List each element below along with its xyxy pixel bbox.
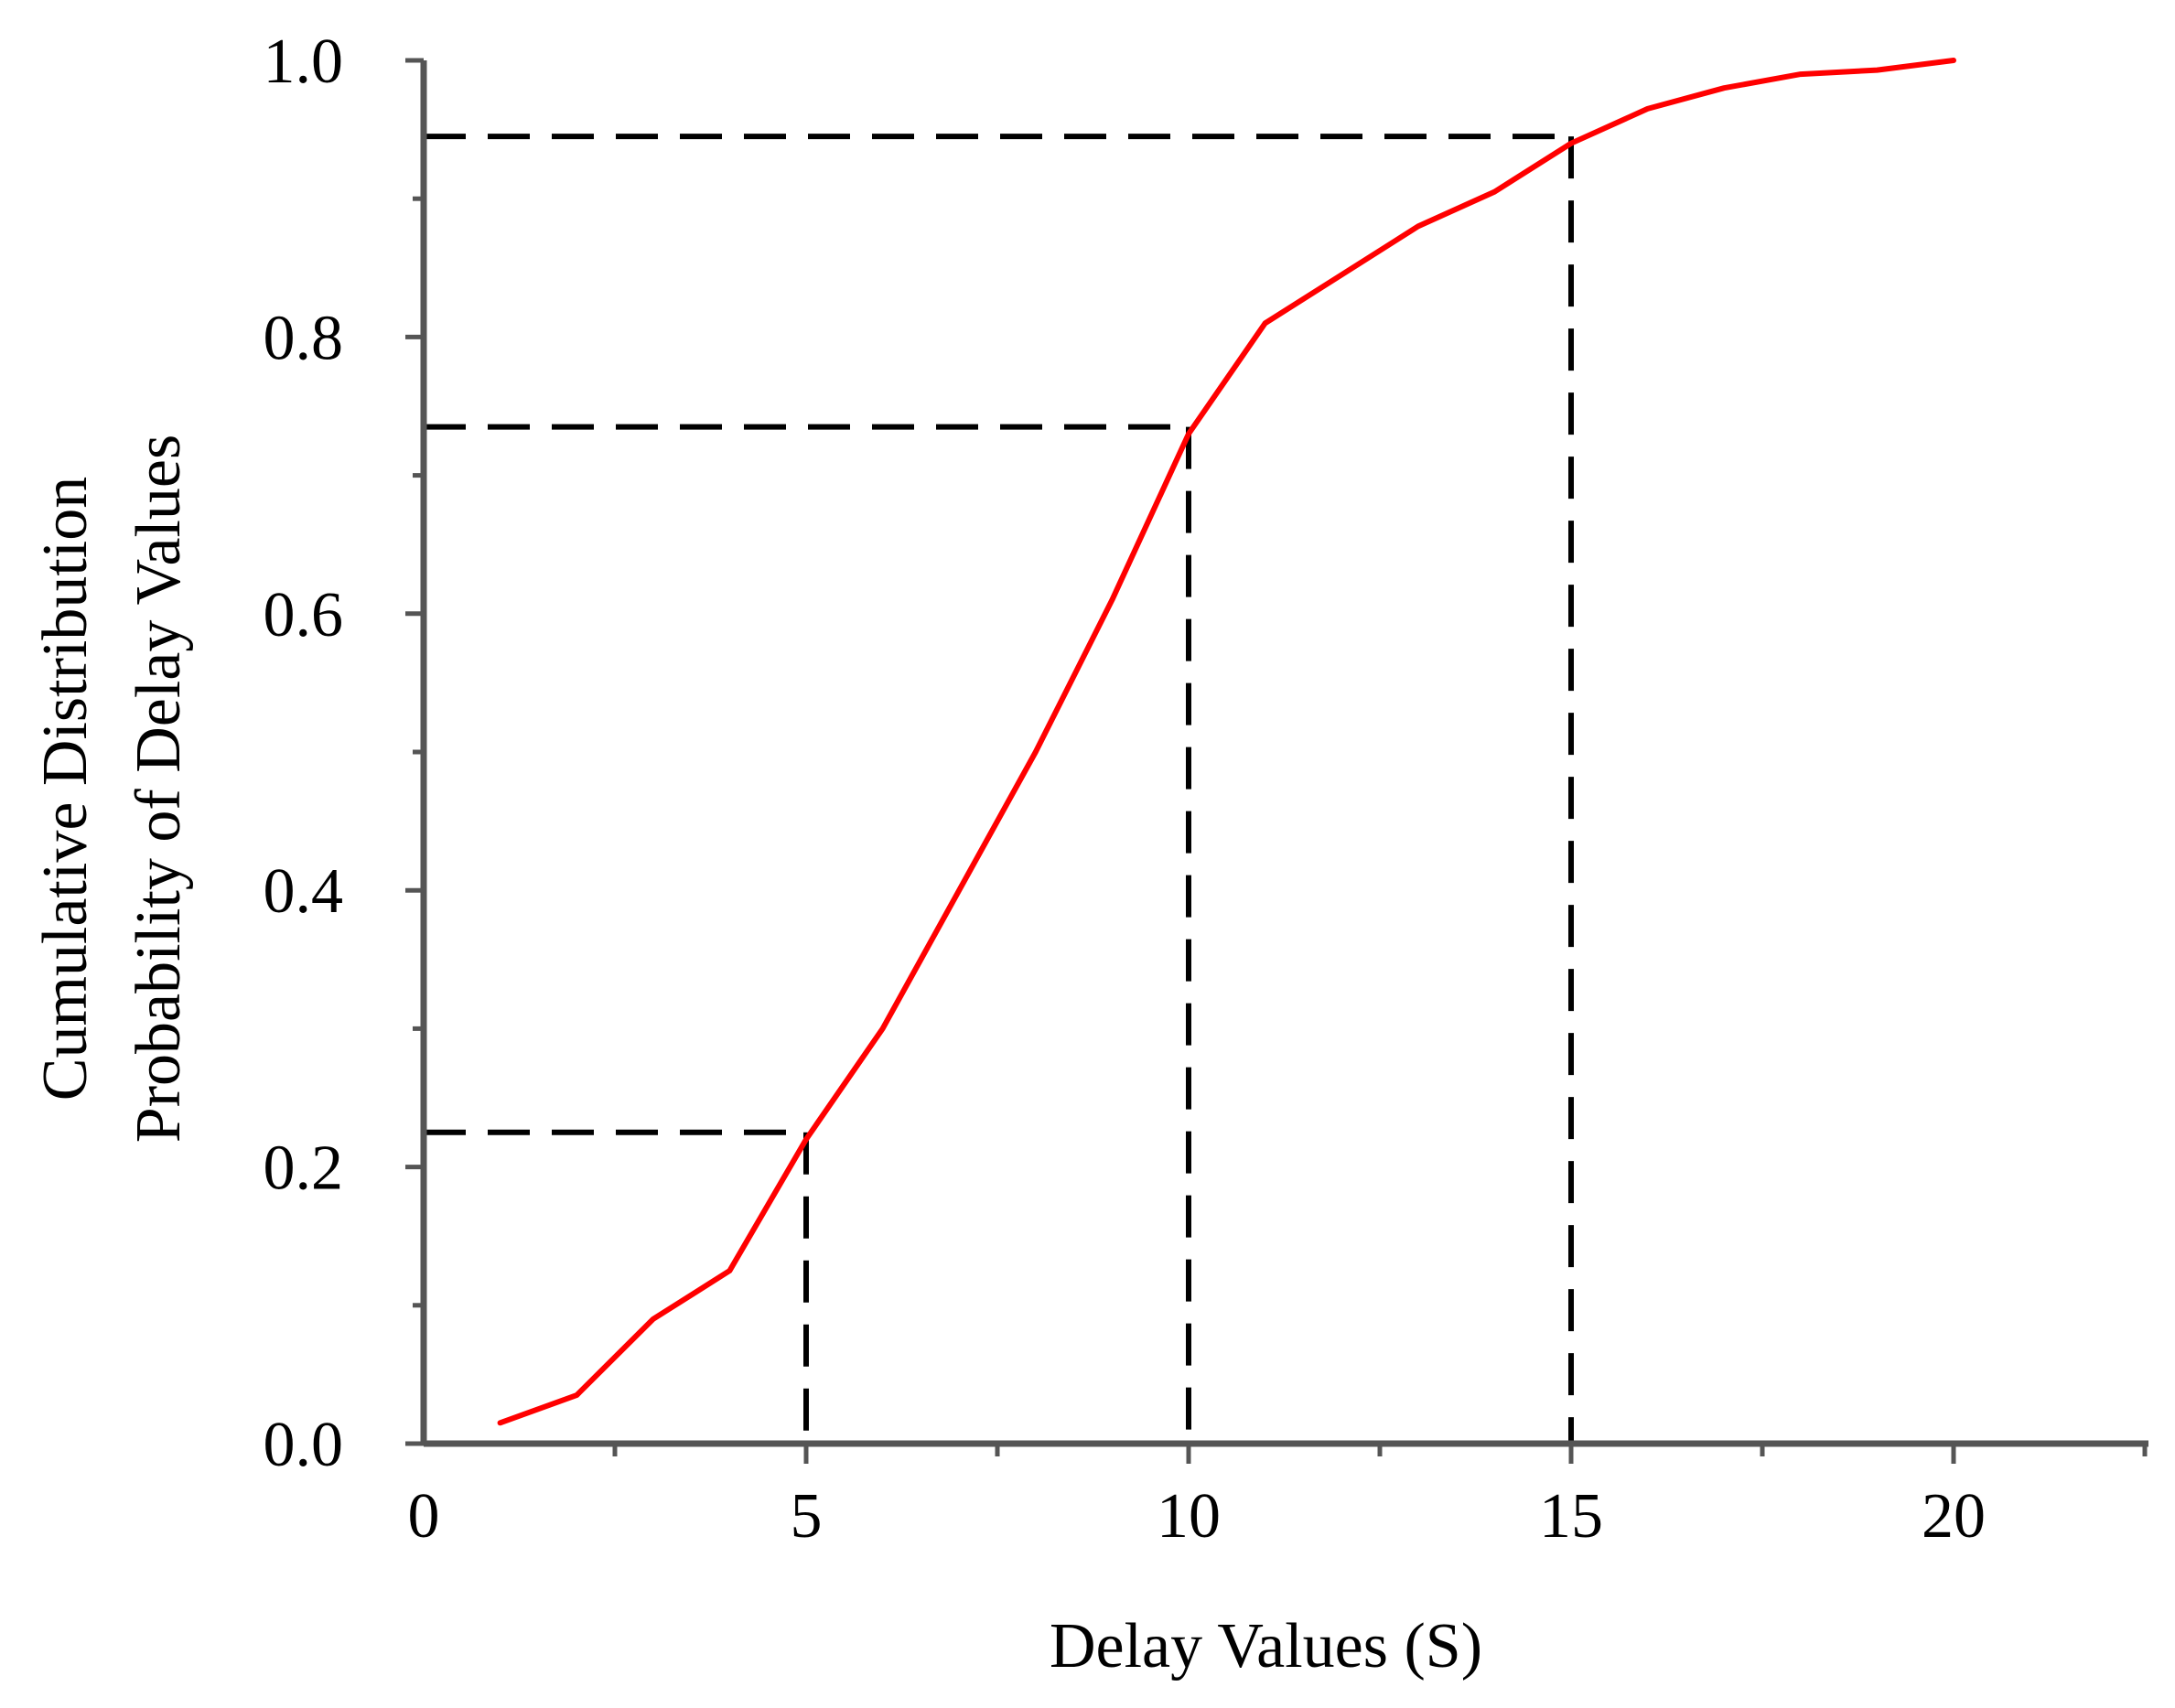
x-tick-label: 5: [791, 1481, 823, 1552]
x-axis-ticks: 0 5 10 15 20: [408, 1444, 2148, 1552]
axis-titles: Delay Values (S) Cumulative Distribution…: [30, 435, 1482, 1681]
x-axis-title: Delay Values (S): [1050, 1611, 1482, 1681]
y-axis-title-line-2: Probability of Delay Values: [124, 435, 194, 1143]
reference-lines: [424, 134, 1574, 1444]
y-tick-label: 0.4: [264, 856, 344, 927]
reference-guide: [424, 424, 1191, 1444]
reference-guide: [424, 134, 1574, 1444]
axes: [420, 60, 2148, 1447]
cdf-curve: [497, 58, 1956, 1426]
x-tick-label: 0: [408, 1481, 440, 1552]
y-tick-label: 1.0: [264, 27, 344, 97]
cdf-curve-layer: [497, 58, 1956, 1426]
y-tick-label: 0.0: [264, 1410, 344, 1480]
y-tick-label: 0.8: [264, 303, 344, 373]
x-tick-label: 10: [1157, 1481, 1221, 1552]
y-tick-label: 0.6: [264, 580, 344, 650]
y-axis-ticks: 0.0 0.2 0.4 0.6 0.8 1.0: [264, 27, 424, 1480]
y-tick-label: 0.2: [264, 1133, 344, 1204]
x-tick-label: 20: [1922, 1481, 1986, 1552]
reference-guide: [424, 1129, 809, 1444]
x-tick-label: 15: [1539, 1481, 1603, 1552]
y-axis-title-line-1: Cumulative Distribution: [30, 477, 101, 1101]
